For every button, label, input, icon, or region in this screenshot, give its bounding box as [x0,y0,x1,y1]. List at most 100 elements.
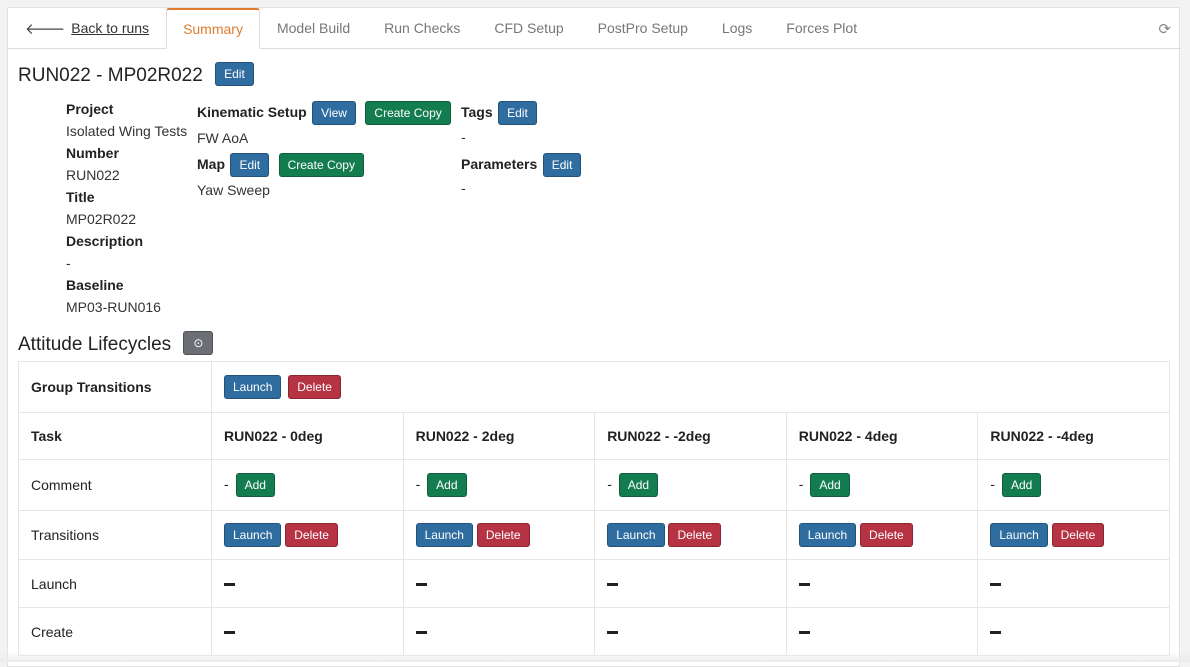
number-label: Number [66,145,119,161]
tab-bar: 🡐 Back to runs Summary Model Build Run C… [8,8,1181,49]
refresh-icon[interactable]: ⟳ [1158,21,1171,38]
tab-postpro-setup[interactable]: PostPro Setup [597,20,688,36]
create-cell [977,607,1170,656]
edit-tags-button[interactable]: Edit [498,101,537,125]
add-comment-button[interactable]: Add [1001,473,1042,497]
add-comment-button[interactable]: Add [235,473,275,497]
table-row: Transitions Launch Delete Launch Delete … [18,510,1170,560]
tags-label: Tags [461,104,493,120]
transitions-cell: Launch Delete [977,510,1170,560]
launch-button[interactable]: Launch [415,523,473,547]
empty-dash [415,631,427,635]
launch-cell [785,559,979,608]
baseline-label: Baseline [66,277,124,293]
delete-button[interactable]: Delete [1051,523,1105,547]
tab-summary[interactable]: Summary [166,8,260,49]
table-row: Create [18,607,1170,656]
task-label: Task [18,412,212,460]
table-row: Task RUN022 - 0deg RUN022 - 2deg RUN022 … [18,412,1170,460]
kinematic-setup-label: Kinematic Setup [197,104,307,120]
delete-button[interactable]: Delete [476,523,530,547]
comment-cell: - Add [594,459,787,511]
empty-dash [798,631,810,635]
group-transitions-actions: Launch Delete [211,361,1170,413]
transitions-cell: Launch Delete [211,510,404,560]
task-name: RUN022 - 2deg [402,412,596,460]
transitions-cell: Launch Delete [785,510,979,560]
group-launch-button[interactable]: Launch [224,375,282,399]
create-cell [594,607,787,656]
kinematic-setup-row: Kinematic Setup View Create Copy [197,101,451,125]
edit-run-button[interactable]: Edit [215,62,254,86]
lifecycles-table: Group Transitions Launch Delete Task RUN… [18,361,1170,656]
project-label: Project [66,101,114,117]
view-kinematic-button[interactable]: View [312,101,356,125]
copy-kinematic-button[interactable]: Create Copy [365,101,451,125]
delete-button[interactable]: Delete [285,523,338,547]
add-comment-button[interactable]: Add [618,473,659,497]
task-name: RUN022 - -2deg [594,412,787,460]
delete-button[interactable]: Delete [860,523,913,547]
group-delete-button[interactable]: Delete [288,375,341,399]
transitions-cell: Launch Delete [594,510,787,560]
project-value: Isolated Wing Tests [66,123,188,139]
empty-dash [990,631,1002,635]
table-row: Group Transitions Launch Delete [18,361,1170,413]
launch-cell [977,559,1170,608]
map-label: Map [197,156,225,172]
tab-run-checks[interactable]: Run Checks [384,20,461,36]
tab-model-build[interactable]: Model Build [276,20,351,36]
launch-cell [594,559,787,608]
edit-parameters-button[interactable]: Edit [542,153,582,177]
tags-row: Tags Edit [461,101,537,125]
empty-dash [224,631,235,635]
tags-value: - [461,129,466,145]
tab-logs[interactable]: Logs [721,20,753,36]
bottom-fade [0,652,1190,662]
lifecycles-heading: Attitude Lifecycles ⊙ [18,331,214,356]
launch-button[interactable]: Launch [607,523,665,547]
group-transitions-label: Group Transitions [18,361,212,413]
empty-dash [607,583,619,587]
back-to-runs-link[interactable]: 🡐 Back to runs [25,20,150,38]
add-comment-button[interactable]: Add [810,473,850,497]
tab-forces-plot[interactable]: Forces Plot [786,20,858,36]
empty-dash [607,631,619,635]
launch-button[interactable]: Launch [798,523,857,547]
comment-cell: - Add [211,459,404,511]
arrow-left-icon: 🡐 [25,20,66,38]
edit-map-button[interactable]: Edit [230,153,270,177]
parameters-label: Parameters [461,156,538,172]
create-cell [402,607,596,656]
create-label: Create [18,607,212,656]
add-comment-button[interactable]: Add [427,473,467,497]
table-row: Launch [18,559,1170,608]
launch-cell [211,559,404,608]
clock-icon-button[interactable]: ⊙ [183,331,214,355]
kinematic-setup-value: FW AoA [197,130,249,146]
launch-button[interactable]: Launch [990,523,1048,547]
transitions-cell: Launch Delete [402,510,596,560]
delete-button[interactable]: Delete [668,523,722,547]
title-value: MP02R022 [66,211,137,227]
tab-cfd-setup[interactable]: CFD Setup [494,20,564,36]
task-name: RUN022 - 4deg [785,412,979,460]
empty-dash [990,583,1002,587]
description-value: - [66,255,71,271]
run-page: 🡐 Back to runs Summary Model Build Run C… [7,7,1181,667]
task-name: RUN022 - 0deg [211,412,404,460]
empty-dash [415,583,427,587]
comment-label: Comment [18,459,212,511]
launch-button[interactable]: Launch [224,523,282,547]
parameters-value: - [461,180,466,196]
page-title: RUN022 - MP02R022 Edit [18,62,254,87]
copy-map-button[interactable]: Create Copy [278,153,364,177]
map-value: Yaw Sweep [197,182,270,198]
table-row: Comment - Add - Add - Add - Add - Add [18,459,1170,511]
empty-dash [798,583,810,587]
comment-cell: - Add [402,459,596,511]
launch-cell [402,559,596,608]
baseline-value: MP03-RUN016 [66,299,161,315]
title-label: Title [66,189,95,205]
transitions-label: Transitions [18,510,212,560]
